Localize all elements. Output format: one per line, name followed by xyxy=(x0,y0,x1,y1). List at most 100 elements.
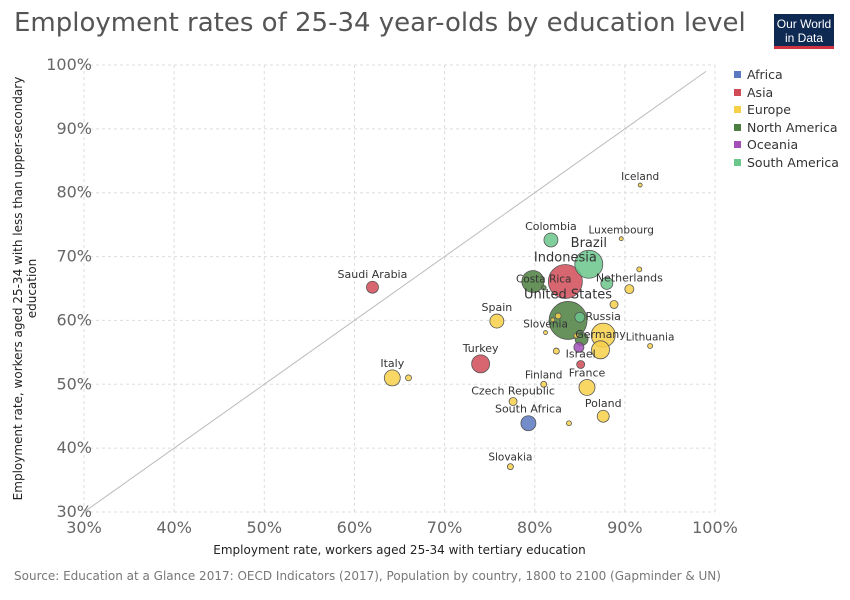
data-point xyxy=(521,270,545,293)
x-tick-label: 30% xyxy=(66,518,102,537)
data-point xyxy=(618,236,624,242)
point-label: Spain xyxy=(481,301,512,314)
x-tick-label: 100% xyxy=(692,518,738,537)
data-point xyxy=(596,409,610,423)
point-label: Czech Republic xyxy=(471,385,555,398)
point-label: United States xyxy=(524,287,612,302)
data-point xyxy=(471,354,491,374)
point-label: Brazil xyxy=(571,236,607,251)
data-point xyxy=(637,182,643,188)
owid-logo[interactable]: Our World in Data xyxy=(774,14,834,49)
point-label: Costa Rica xyxy=(516,273,572,285)
data-point xyxy=(547,264,583,299)
point-label: Italy xyxy=(380,357,404,370)
data-point xyxy=(566,420,572,427)
legend-item[interactable]: North America xyxy=(734,119,839,137)
legend-item[interactable]: Oceania xyxy=(734,136,839,154)
legend-label: Oceania xyxy=(747,137,799,153)
point-label: Poland xyxy=(585,397,622,410)
x-tick-label: 80% xyxy=(517,518,553,537)
data-point xyxy=(383,369,401,387)
legend-label: Asia xyxy=(747,84,774,100)
legend-label: South America xyxy=(747,154,839,170)
data-point xyxy=(540,380,548,388)
data-point xyxy=(543,330,548,335)
point-label: Iceland xyxy=(621,171,659,183)
logo-line-2: in Data xyxy=(784,31,824,45)
data-point xyxy=(550,317,556,323)
y-tick-label: 80% xyxy=(56,183,92,202)
data-point xyxy=(636,266,643,273)
y-tick-label: 60% xyxy=(56,310,92,329)
data-point xyxy=(508,397,518,406)
legend-item[interactable]: Africa xyxy=(734,66,839,84)
y-tick-label: 100% xyxy=(46,55,92,74)
point-label: France xyxy=(569,366,606,379)
x-tick-label: 50% xyxy=(247,518,283,537)
data-point xyxy=(552,347,560,355)
point-label: Luxembourg xyxy=(589,225,654,237)
diagonal-line xyxy=(83,70,707,513)
data-point xyxy=(624,284,635,295)
y-tick-label: 40% xyxy=(56,438,92,457)
legend-swatch xyxy=(734,88,741,96)
data-point xyxy=(574,311,586,323)
data-point xyxy=(609,300,619,309)
data-point xyxy=(543,232,559,248)
legend-item[interactable]: Asia xyxy=(734,84,839,102)
data-point xyxy=(578,379,596,396)
legend-label: North America xyxy=(747,119,838,135)
point-label: Russia xyxy=(586,310,621,323)
x-tick-label: 90% xyxy=(607,518,643,537)
x-tick-label: 60% xyxy=(337,518,373,537)
point-label: Turkey xyxy=(462,342,499,355)
point-label: Netherlands xyxy=(596,272,663,285)
data-point xyxy=(548,301,588,340)
point-label: Colombia xyxy=(525,220,577,233)
point-label: Slovakia xyxy=(488,452,532,464)
y-axis-title: Employment rate, workers aged 25-34 with… xyxy=(11,77,39,501)
x-tick-label: 40% xyxy=(156,518,192,537)
y-tick-label: 90% xyxy=(56,119,92,138)
data-point xyxy=(591,340,610,360)
x-axis-title: Employment rate, workers aged 25-34 with… xyxy=(213,543,585,557)
legend-item[interactable]: South America xyxy=(734,154,839,172)
point-label: Slovenia xyxy=(523,319,568,331)
point-label: Saudi Arabia xyxy=(338,268,408,281)
point-label: Israel xyxy=(566,347,596,360)
point-label: South Africa xyxy=(495,403,562,416)
data-point xyxy=(574,249,604,279)
point-label: Lithuania xyxy=(626,331,675,343)
data-point xyxy=(554,312,562,320)
point-label: Germany xyxy=(575,328,626,341)
legend: Africa Asia Europe North America Oceania Sout… xyxy=(734,66,839,171)
legend-swatch xyxy=(734,141,741,149)
data-point xyxy=(366,280,379,294)
y-tick-label: 30% xyxy=(56,502,92,521)
legend-swatch xyxy=(734,106,741,114)
data-point xyxy=(576,360,586,369)
point-label: Indonesia xyxy=(534,250,597,265)
point-label: Finland xyxy=(525,369,563,381)
source-note: Source: Education at a Glance 2017: OECD… xyxy=(14,569,721,583)
data-point xyxy=(573,341,585,353)
x-tick-label: 70% xyxy=(427,518,463,537)
legend-swatch xyxy=(734,71,741,79)
y-tick-label: 50% xyxy=(56,374,92,393)
data-point xyxy=(647,343,653,349)
data-point xyxy=(600,276,614,290)
legend-swatch xyxy=(734,123,741,131)
data-point xyxy=(489,313,505,329)
y-tick-label: 70% xyxy=(56,247,92,266)
data-point xyxy=(520,415,537,432)
legend-item[interactable]: Europe xyxy=(734,101,839,119)
legend-swatch xyxy=(734,158,741,166)
data-point xyxy=(540,284,547,291)
logo-line-1: Our World xyxy=(776,17,832,31)
legend-label: Europe xyxy=(747,102,791,118)
legend-label: Africa xyxy=(747,67,783,83)
chart-title: Employment rates of 25-34 year-olds by e… xyxy=(14,8,746,38)
data-point xyxy=(573,332,580,339)
data-point xyxy=(405,374,412,382)
